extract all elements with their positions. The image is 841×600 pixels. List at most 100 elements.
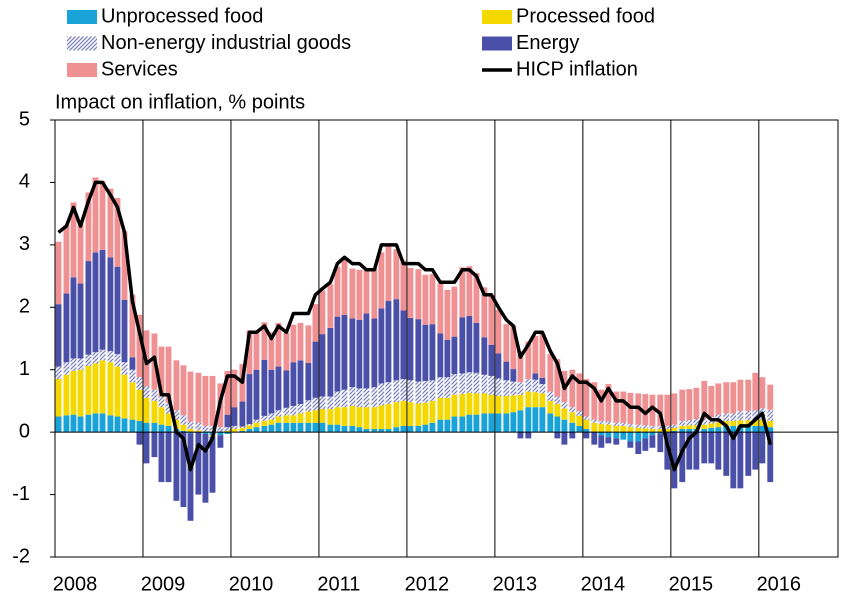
bar <box>620 422 627 426</box>
bar <box>510 412 517 433</box>
bar <box>642 428 649 433</box>
bar <box>121 299 128 363</box>
bar <box>349 425 356 433</box>
legend-label: HICP inflation <box>516 58 638 80</box>
bar <box>297 322 304 361</box>
plot-frame <box>54 119 839 558</box>
bar <box>319 396 326 410</box>
bar <box>415 319 422 382</box>
bar <box>99 181 106 250</box>
bar <box>444 377 451 398</box>
bar <box>334 391 341 408</box>
bar <box>327 327 334 397</box>
bar <box>121 231 128 300</box>
bar <box>319 290 326 335</box>
bar <box>349 405 356 426</box>
bar <box>349 268 356 319</box>
bar <box>275 416 282 423</box>
bar <box>481 374 488 394</box>
bar <box>385 404 392 430</box>
y-tick-label: 3 <box>19 233 30 255</box>
bar <box>151 400 158 423</box>
bar <box>723 413 730 421</box>
bar <box>158 432 165 483</box>
bar <box>297 422 304 433</box>
bar <box>283 407 290 416</box>
bar <box>129 419 136 433</box>
bar <box>554 432 561 439</box>
bar <box>466 392 473 415</box>
bar <box>92 413 99 433</box>
bar <box>488 375 495 395</box>
bar <box>657 429 664 433</box>
bar <box>143 397 150 423</box>
bar <box>305 422 312 433</box>
bar <box>503 380 510 396</box>
bar <box>55 416 62 433</box>
bar <box>517 350 524 383</box>
bar <box>532 407 539 433</box>
bar <box>708 432 715 464</box>
bar <box>114 416 121 433</box>
bar <box>730 420 737 426</box>
bar <box>613 391 620 423</box>
bar <box>327 409 334 425</box>
bar <box>63 224 70 294</box>
bar <box>466 414 473 433</box>
bar <box>305 400 312 412</box>
bar <box>429 422 436 433</box>
bar <box>55 304 62 367</box>
bar <box>400 400 407 426</box>
bar <box>715 432 722 470</box>
bar <box>70 202 77 278</box>
bar <box>437 397 444 420</box>
bar <box>649 394 656 426</box>
bar <box>561 419 568 433</box>
bar <box>598 435 605 448</box>
bar <box>583 419 590 430</box>
bar <box>231 369 238 408</box>
bar <box>679 389 686 421</box>
bar <box>261 415 268 421</box>
bar <box>554 359 561 397</box>
bar <box>649 425 656 430</box>
bar <box>627 427 634 433</box>
bar <box>481 413 488 433</box>
bar <box>679 429 686 433</box>
bar <box>385 301 392 383</box>
bar <box>701 418 708 425</box>
bar <box>723 432 730 476</box>
bar <box>503 324 510 362</box>
bar <box>305 362 312 401</box>
bar <box>349 387 356 406</box>
bar <box>261 322 268 360</box>
legend-swatch <box>67 10 97 24</box>
x-tick-label: 2009 <box>141 573 186 595</box>
bar <box>275 410 282 417</box>
bar <box>407 402 414 426</box>
bar <box>671 432 678 489</box>
bar <box>657 394 664 426</box>
bar <box>466 372 473 393</box>
bar <box>268 419 275 425</box>
bar <box>554 396 561 405</box>
bar <box>547 400 554 414</box>
bar <box>503 395 510 414</box>
bar <box>422 380 429 403</box>
legend-swatch <box>67 36 97 51</box>
bar <box>77 369 84 417</box>
bar <box>63 293 70 363</box>
bar <box>679 432 686 483</box>
bar <box>613 422 620 426</box>
bar <box>312 341 319 398</box>
bar <box>290 405 297 416</box>
bar <box>129 369 136 383</box>
bar <box>701 380 708 419</box>
bar <box>363 388 370 408</box>
bar <box>187 421 194 430</box>
bar <box>708 385 715 418</box>
bar <box>686 420 693 426</box>
bar <box>283 332 290 371</box>
bar <box>730 413 737 421</box>
